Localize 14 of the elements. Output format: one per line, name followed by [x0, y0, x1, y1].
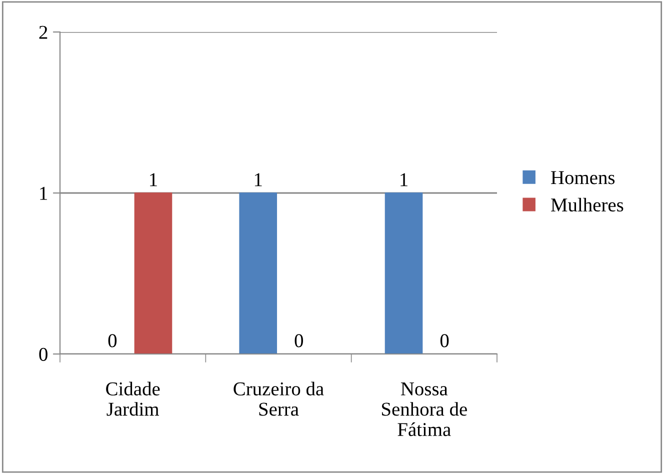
data-label: 0: [440, 334, 449, 348]
data-label: 1: [254, 173, 262, 186]
data-label: 1: [400, 173, 408, 186]
legend-label: Mulheres: [551, 198, 624, 212]
data-label: 0: [108, 334, 117, 348]
legend-label: Homens: [551, 171, 615, 184]
y-tick-label: 0: [39, 348, 48, 361]
y-tick-label: 2: [39, 26, 48, 39]
data-label: 0: [294, 334, 304, 348]
x-tick-label: Cruzeiro da Serra: [234, 382, 324, 416]
x-tick-label: Nossa Senhora de Fátima: [382, 382, 467, 436]
y-tick-label: 1: [40, 186, 48, 200]
x-tick-label: Cidade Jardim: [106, 382, 160, 416]
data-label: 1: [150, 173, 157, 186]
